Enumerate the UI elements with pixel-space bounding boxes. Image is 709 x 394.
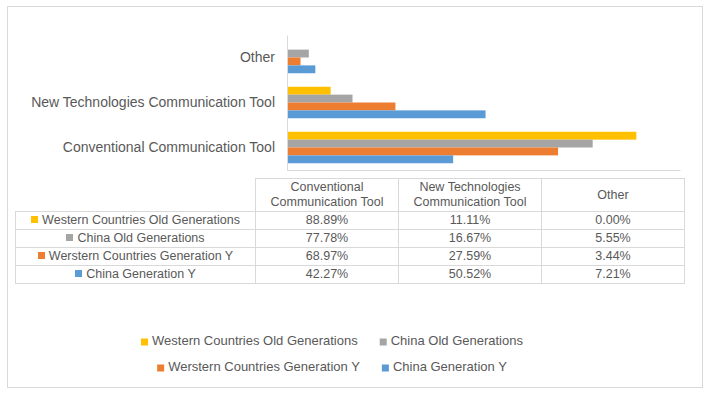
bar: [287, 132, 636, 140]
series-bars: [287, 87, 636, 140]
tick: Conventional Communication Tool: [63, 139, 275, 155]
table-cell: 7.21%: [542, 266, 685, 284]
legend-label: China Old Generations: [391, 333, 524, 348]
bar: [287, 148, 558, 156]
table-header-cell: Conventional Communication Tool: [256, 179, 399, 212]
axis-line: [287, 36, 288, 171]
legend: Western Countries Old Generations China O…: [141, 333, 523, 374]
series-bars: [287, 50, 593, 148]
bar: [287, 50, 309, 58]
table-row-header: China Old Generations: [16, 230, 256, 248]
table-header-cell: New Technologies Communication Tool: [399, 179, 542, 212]
bar: [287, 103, 395, 111]
legend-key: [157, 365, 164, 372]
tick: New Technologies Communication Tool: [31, 94, 275, 110]
legend-item: China Old Generations: [380, 333, 524, 348]
table-row-header: Western Countries Old Generations: [16, 212, 256, 230]
table-row-label: China Old Generations: [77, 231, 204, 245]
series-bars: [287, 65, 486, 163]
bar: [287, 65, 315, 73]
legend-key: [382, 365, 389, 372]
tick-label: Other: [240, 49, 275, 65]
table-cell: 50.52%: [399, 266, 542, 284]
table-cell: 27.59%: [399, 248, 542, 266]
legend-item: China Generation Y: [382, 359, 507, 374]
table-header-row: Conventional Communication ToolNew Techn…: [16, 179, 685, 212]
bar: [287, 95, 353, 103]
legend-key: [31, 216, 38, 223]
legend-label: China Generation Y: [393, 359, 507, 374]
bar: [287, 140, 593, 148]
legend-key: [66, 234, 73, 241]
bar: [287, 110, 486, 118]
legend-label: Werstern Countries Generation Y: [168, 359, 360, 374]
legend-key: [380, 339, 387, 346]
table-cell: 3.44%: [542, 248, 685, 266]
tick-label: New Technologies Communication Tool: [31, 94, 275, 110]
table-cell: 42.27%: [256, 266, 399, 284]
legend-row: Werstern Countries Generation Y China Gen…: [157, 359, 507, 374]
x-axis: [288, 170, 681, 171]
bar: [287, 87, 331, 95]
table-cell: 88.89%: [256, 212, 399, 230]
table-cell: 0.00%: [542, 212, 685, 230]
data-table: Conventional Communication ToolNew Techn…: [15, 178, 685, 284]
axis-line: [288, 170, 681, 171]
table-row: China Old Generations 77.78%16.67%5.55%: [16, 230, 685, 248]
legend-label: Western Countries Old Generations: [152, 333, 358, 348]
tick-label: Conventional Communication Tool: [63, 139, 275, 155]
legend-key: [141, 339, 148, 346]
table-row-label: Western Countries Old Generations: [42, 213, 240, 227]
table-row-header: Werstern Countries Generation Y: [16, 248, 256, 266]
legend-item: Werstern Countries Generation Y: [157, 359, 360, 374]
table-row-label: Werstern Countries Generation Y: [49, 249, 233, 263]
tick: Other: [240, 49, 275, 65]
table-row: China Generation Y 42.27%50.52%7.21%: [16, 266, 685, 284]
table-cell: 77.78%: [256, 230, 399, 248]
data-table-wrap: Conventional Communication ToolNew Techn…: [15, 178, 685, 284]
chart-border: [8, 7, 703, 388]
table-row: Werstern Countries Generation Y 68.97%27.…: [16, 248, 685, 266]
legend-row: Western Countries Old Generations China O…: [141, 333, 523, 348]
table-row-header: China Generation Y: [16, 266, 256, 284]
table-header-cell: Other: [542, 179, 685, 212]
table-row: Western Countries Old Generations 88.89%1…: [16, 212, 685, 230]
bars: [287, 50, 636, 164]
table-cell: 16.67%: [399, 230, 542, 248]
table-cell: 5.55%: [542, 230, 685, 248]
legend-item: Western Countries Old Generations: [141, 333, 358, 348]
table-cell: 11.11%: [399, 212, 542, 230]
table-row-label: China Generation Y: [86, 267, 196, 281]
legend-key: [38, 252, 45, 259]
legend-key: [75, 270, 82, 277]
table-corner: [16, 179, 256, 212]
table-cell: 68.97%: [256, 248, 399, 266]
series-bars: [287, 58, 558, 156]
y-axis: Conventional Communication Tool New Techn…: [31, 36, 287, 171]
bar: [287, 58, 301, 66]
bar: [287, 155, 453, 163]
